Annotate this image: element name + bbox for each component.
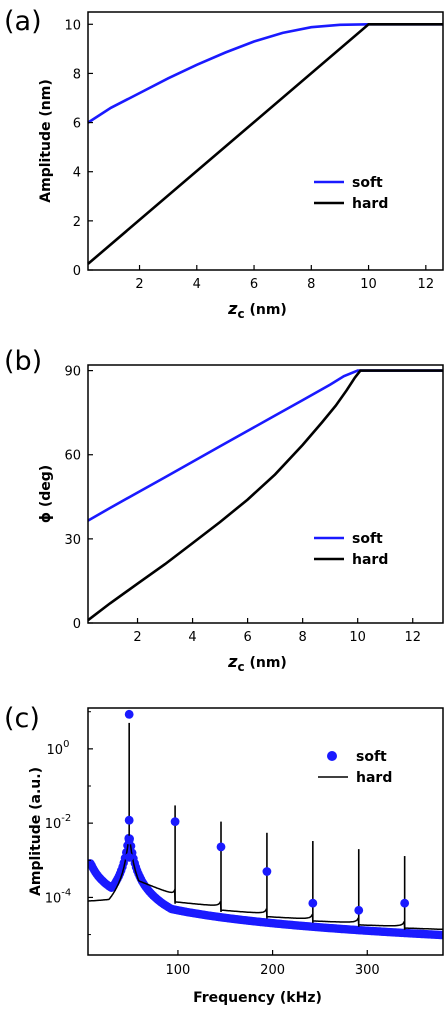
x-axis-label: zc (nm): [227, 652, 287, 674]
series-hard-line: [88, 834, 443, 931]
soft-peak-marker: [124, 709, 134, 719]
y-axis-label: Amplitude (nm): [38, 79, 54, 202]
y-tick-label: 0: [73, 264, 81, 279]
y-tick-label: 10: [64, 18, 81, 33]
panel-label: (b): [4, 346, 42, 377]
plot-frame: [87, 364, 444, 624]
legend-label-hard: hard: [356, 770, 392, 786]
soft-marker: [438, 930, 443, 940]
plot-area: [88, 709, 443, 940]
x-tick-label: 200: [260, 963, 285, 978]
y-tick-label: 10-4: [45, 887, 72, 906]
legend-label-hard: hard: [352, 196, 388, 212]
series-soft-line: [87, 23, 443, 124]
x-tick-label: 100: [166, 963, 191, 978]
y-tick-label: 4: [73, 166, 81, 181]
panel-label: (c): [4, 703, 40, 734]
panel-label: (a): [4, 6, 42, 37]
y-tick-label: 100: [47, 739, 70, 758]
x-tick-label: 8: [299, 630, 307, 645]
x-tick-label: 6: [243, 630, 251, 645]
series-soft-band: [88, 834, 443, 940]
y-tick-label: 8: [73, 67, 81, 82]
soft-peak-marker: [262, 867, 272, 876]
panel-b: (b) 2 4 6 8 10 12 0 30 60 90 zc (nm) ϕ (deg) soft hard: [4, 346, 444, 674]
soft-peak-marker: [354, 905, 364, 915]
x-tick-label: 2: [133, 630, 141, 645]
soft-peak-marker: [216, 842, 226, 852]
y-tick-label: 10-2: [45, 813, 72, 832]
y-axis-label: ϕ (deg): [38, 465, 54, 523]
x-tick-label: 4: [193, 277, 201, 292]
soft-peak-marker: [124, 815, 134, 825]
y-tick-label: 0: [73, 617, 81, 632]
y-axis-label: Amplitude (a.u.): [28, 767, 44, 896]
y-tick-label: 60: [64, 449, 81, 464]
y-tick-label: 90: [64, 365, 81, 380]
soft-peak-marker: [124, 835, 134, 845]
series-hard-line: [87, 369, 443, 622]
series-soft-line: [87, 369, 443, 522]
x-tick-label: 12: [418, 277, 435, 292]
x-tick-label: 10: [349, 630, 366, 645]
x-tick-label: 8: [307, 277, 315, 292]
x-tick-label: 6: [250, 277, 258, 292]
series-hard-line: [87, 23, 443, 265]
legend-label-hard: hard: [352, 552, 388, 568]
x-axis-label: Frequency (kHz): [193, 990, 322, 1006]
x-axis-label: zc (nm): [227, 299, 287, 321]
plot-frame: [87, 707, 444, 956]
legend-label-soft: soft: [356, 749, 387, 765]
x-tick-label: 12: [404, 630, 421, 645]
legend-label-soft: soft: [352, 531, 383, 547]
x-tick-label: 10: [360, 277, 377, 292]
soft-peak-marker: [170, 817, 180, 827]
soft-peak-marker: [400, 898, 410, 908]
x-tick-label: 2: [135, 277, 143, 292]
plot-frame: [87, 11, 444, 271]
soft-peak-marker: [308, 898, 318, 908]
legend-swatch-soft: [327, 751, 337, 761]
y-tick-label: 30: [64, 533, 81, 548]
soft-peak-marker: [124, 852, 134, 862]
legend-label-soft: soft: [352, 175, 383, 191]
x-tick-label: 4: [188, 630, 196, 645]
x-tick-label: 300: [355, 963, 380, 978]
y-tick-label: 2: [73, 215, 81, 230]
panel-a: (a) 2 4 6 8 10 12 0 2 4 6 8 10 zc (nm) Amplitude (nm) s…: [4, 6, 444, 321]
y-tick-label: 6: [73, 117, 81, 132]
